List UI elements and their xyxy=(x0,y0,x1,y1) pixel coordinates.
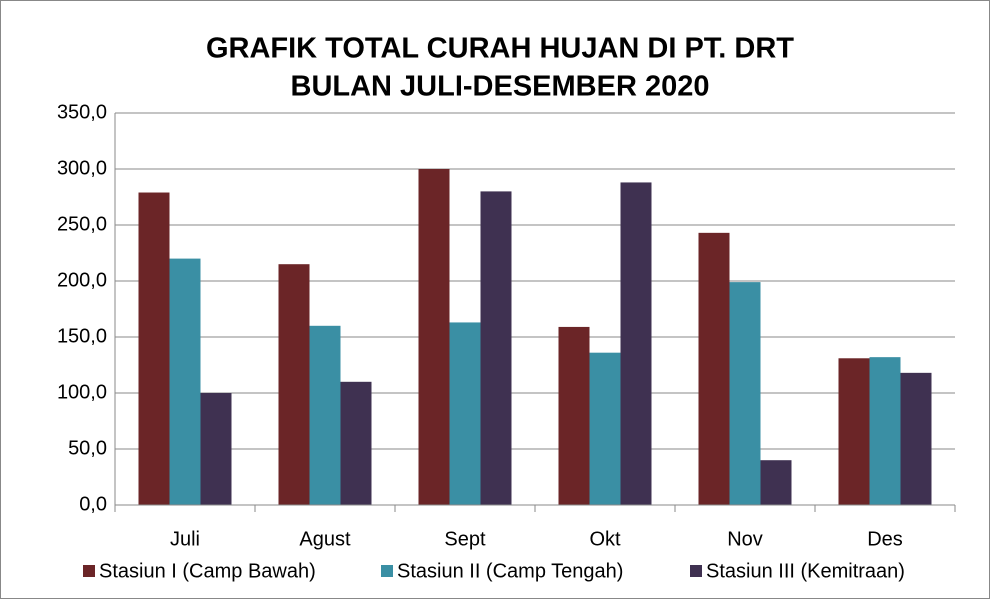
bar xyxy=(340,381,372,505)
bar xyxy=(620,182,652,505)
bar xyxy=(480,191,512,505)
legend-label: Stasiun I (Camp Bawah) xyxy=(99,560,316,582)
y-tick-label: 100,0 xyxy=(57,381,107,403)
bar xyxy=(900,372,932,505)
x-tick-label: Juli xyxy=(170,528,200,550)
legend-swatch xyxy=(381,565,393,577)
bar xyxy=(138,192,170,505)
y-tick-label: 350,0 xyxy=(57,101,107,123)
legend-swatch xyxy=(690,565,702,577)
y-tick-label: 200,0 xyxy=(57,269,107,291)
x-tick-label: Okt xyxy=(589,528,621,550)
bar xyxy=(760,460,792,505)
y-tick-label: 250,0 xyxy=(57,213,107,235)
bar xyxy=(838,358,870,505)
x-tick-label: Sept xyxy=(444,528,486,550)
bar xyxy=(869,357,901,505)
chart-title: GRAFIK TOTAL CURAH HUJAN DI PT. DRT xyxy=(206,33,794,65)
bar xyxy=(418,169,450,505)
bar xyxy=(589,352,621,505)
x-tick-label: Des xyxy=(867,528,903,550)
legend-label: Stasiun II (Camp Tengah) xyxy=(397,560,623,582)
bar xyxy=(449,322,481,505)
x-tick-label: Nov xyxy=(727,528,763,550)
y-tick-label: 150,0 xyxy=(57,325,107,347)
legend-swatch xyxy=(83,565,95,577)
y-tick-label: 300,0 xyxy=(57,157,107,179)
bar xyxy=(558,326,590,505)
bar xyxy=(729,282,761,505)
bar xyxy=(309,325,341,505)
bar xyxy=(278,264,310,505)
legend-label: Stasiun III (Kemitraan) xyxy=(706,560,905,582)
bar xyxy=(698,232,730,505)
y-tick-label: 0,0 xyxy=(79,493,107,515)
bar xyxy=(200,393,232,505)
chart-title: BULAN JULI-DESEMBER 2020 xyxy=(291,71,710,103)
y-tick-label: 50,0 xyxy=(68,437,107,459)
x-tick-label: Agust xyxy=(299,528,351,550)
bar xyxy=(169,258,201,505)
